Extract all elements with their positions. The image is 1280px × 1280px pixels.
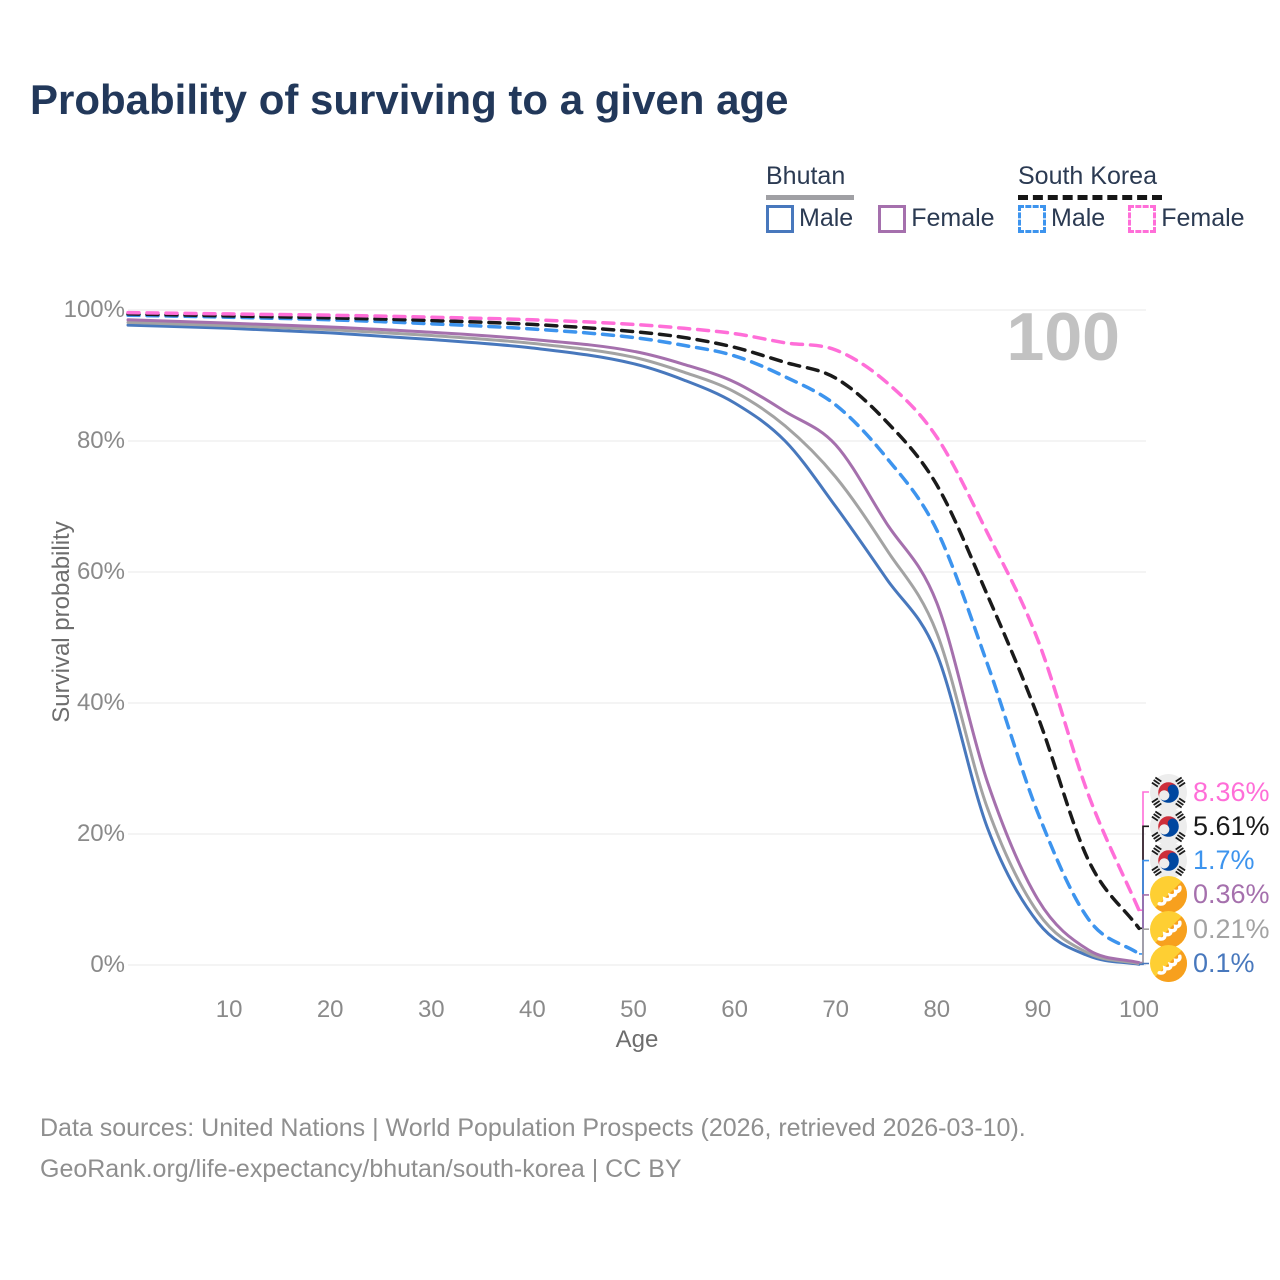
south-korea-flag-icon <box>1150 842 1187 880</box>
page-title: Probability of surviving to a given age <box>30 76 789 123</box>
legend-item-south-korea-male[interactable]: Male <box>1018 204 1105 233</box>
end-label-value: 8.36% <box>1193 776 1270 807</box>
curve-south-korea-female[interactable] <box>126 310 1141 912</box>
x-tick-label-80: 80 <box>923 996 951 1023</box>
end-label-value: 0.21% <box>1193 913 1270 944</box>
south-korea-female-swatch-icon <box>1128 204 1157 233</box>
legend-group-bhutan[interactable]: Bhutan <box>766 162 854 200</box>
legend-item-label: Male <box>1051 204 1106 232</box>
x-tick-label-10: 10 <box>215 996 243 1023</box>
end-label-0.21pct: 0.21% <box>1150 910 1270 948</box>
legend-item-label: Female <box>911 204 995 232</box>
x-tick-label-100: 100 <box>1118 996 1160 1023</box>
y-tick-label-60: 60% <box>76 558 125 585</box>
legend-item-label: Male <box>799 204 854 232</box>
x-tick-label-60: 60 <box>721 996 748 1023</box>
legend-group-bhutan-title[interactable]: Bhutan <box>766 162 846 190</box>
legend-group-south-korea[interactable]: South Korea <box>1018 162 1162 200</box>
legend-items-bhutan: Male Female <box>766 204 995 233</box>
connector-8.36pct <box>1139 791 1149 911</box>
bhutan-flag-icon <box>1150 876 1187 914</box>
data-sources-text: Data sources: United Nations | World Pop… <box>40 1114 1026 1142</box>
legend-group-south-korea-title[interactable]: South Korea <box>1018 162 1157 190</box>
footer: Data sources: United Nations | World Pop… <box>40 1108 1026 1190</box>
bhutan-flag-icon <box>1150 910 1187 948</box>
y-tick-label-100: 100% <box>63 296 125 323</box>
x-tick-label-20: 20 <box>316 996 344 1023</box>
x-tick-label-90: 90 <box>1024 996 1052 1023</box>
curve-south-korea-male[interactable] <box>126 313 1141 956</box>
end-label-1.7pct: 1.7% <box>1150 842 1255 880</box>
connector-0.21pct <box>1139 928 1149 965</box>
connector-0.1pct <box>1139 962 1149 966</box>
south-korea-flag-icon <box>1150 773 1187 811</box>
south-korea-flag-icon <box>1150 807 1187 845</box>
end-label-connectors <box>1139 791 1149 966</box>
connector-5.61pct <box>1139 825 1149 930</box>
x-axis-title: Age <box>615 1026 659 1053</box>
legend-item-south-korea-female[interactable]: Female <box>1128 204 1245 233</box>
bhutan-flag-icon <box>1150 945 1187 982</box>
bhutan-female-swatch-icon <box>878 204 907 233</box>
x-tick-label-70: 70 <box>822 996 850 1023</box>
curve-south-korea-total[interactable] <box>126 312 1141 931</box>
curve-bhutan-total[interactable] <box>126 320 1141 966</box>
x-tick-label-30: 30 <box>417 996 445 1023</box>
end-label-value: 0.1% <box>1193 948 1255 978</box>
gridlines <box>128 309 1146 966</box>
legend-item-label: Female <box>1161 204 1245 232</box>
x-tick-label-50: 50 <box>620 996 647 1023</box>
end-label-value: 0.36% <box>1193 879 1270 910</box>
end-label-value: 1.7% <box>1193 845 1255 876</box>
end-label-8.36pct: 8.36% <box>1150 773 1270 811</box>
end-label-5.61pct: 5.61% <box>1150 807 1270 845</box>
legend-item-bhutan-female[interactable]: Female <box>878 204 995 233</box>
age-watermark: 100 <box>1006 299 1120 375</box>
attribution-text: GeoRank.org/life-expectancy/bhutan/south… <box>40 1155 682 1183</box>
y-tick-label-0: 0% <box>90 951 125 978</box>
connector-1.7pct <box>1139 859 1149 955</box>
curve-bhutan-male[interactable] <box>126 323 1141 966</box>
end-label-0.1pct: 0.1% <box>1150 945 1255 983</box>
bhutan-total-line-swatch <box>766 195 854 200</box>
y-tick-label-80: 80% <box>76 427 125 454</box>
south-korea-total-line-swatch <box>1018 195 1162 200</box>
x-tick-label-40: 40 <box>519 996 546 1023</box>
south-korea-male-swatch-icon <box>1018 204 1046 233</box>
survival-curves <box>126 310 1141 966</box>
end-label-value: 5.61% <box>1193 810 1270 841</box>
y-tick-label-40: 40% <box>76 689 125 716</box>
legend-items-south-korea: Male Female <box>1018 204 1245 233</box>
curve-bhutan-female[interactable] <box>126 318 1141 965</box>
legend-item-bhutan-male[interactable]: Male <box>766 204 853 233</box>
bhutan-male-swatch-icon <box>766 204 794 233</box>
y-tick-label-20: 20% <box>76 820 125 847</box>
end-label-0.36pct: 0.36% <box>1150 876 1270 914</box>
